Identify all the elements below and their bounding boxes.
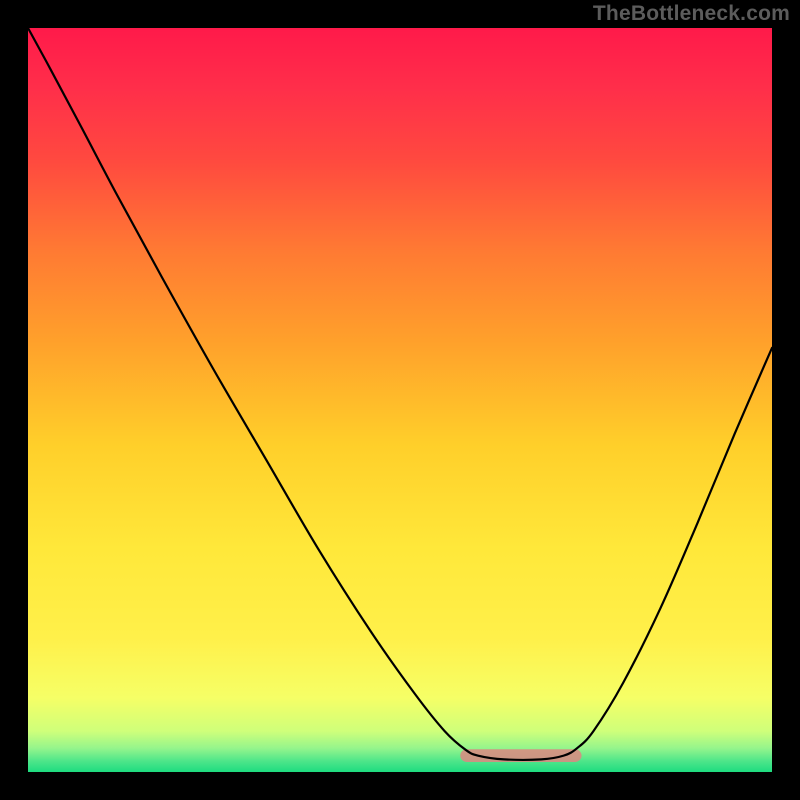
- watermark-text: TheBottleneck.com: [593, 2, 790, 26]
- bottleneck-curve: [28, 28, 772, 760]
- plot-area: [28, 28, 772, 772]
- frame-right: [772, 0, 800, 800]
- frame-bottom: [0, 772, 800, 800]
- curve-layer: [28, 28, 772, 772]
- frame-left: [0, 0, 28, 800]
